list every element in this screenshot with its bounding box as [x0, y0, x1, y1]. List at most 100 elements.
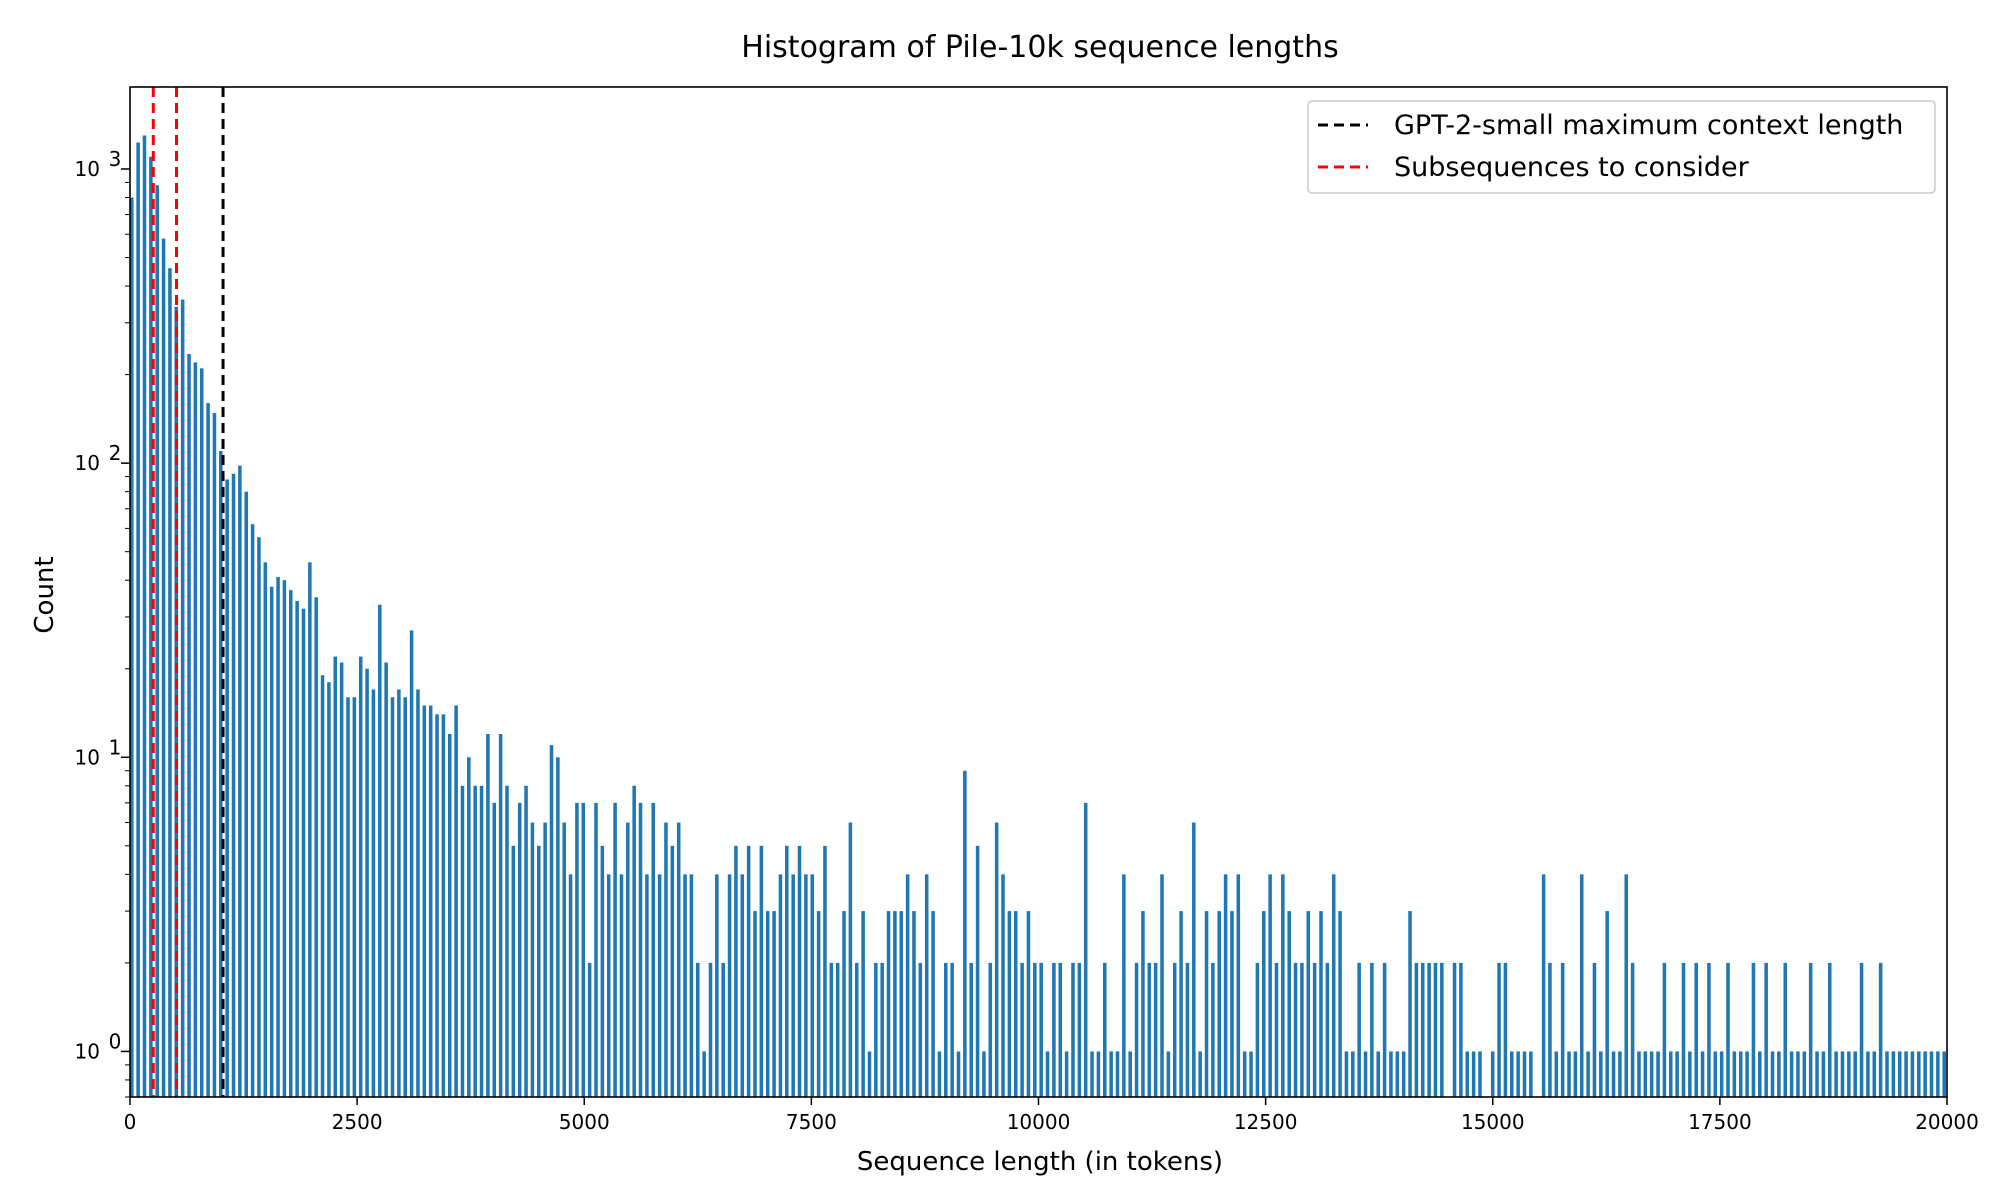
histogram-bar [924, 874, 929, 1097]
histogram-bar [1281, 874, 1285, 1097]
histogram-bar [765, 911, 770, 1097]
x-tick-label: 17500 [1688, 1110, 1752, 1134]
histogram-bar [1751, 962, 1756, 1097]
histogram-bar [511, 845, 516, 1097]
y-tick-exponent: 0 [109, 1029, 122, 1053]
histogram-bar [1064, 1051, 1069, 1097]
histogram-bar [1217, 911, 1222, 1097]
histogram-bar [1592, 962, 1597, 1097]
histogram-bar [1707, 962, 1711, 1097]
histogram-bar [606, 874, 611, 1097]
histogram-bar [1083, 802, 1088, 1097]
histogram-bar [263, 562, 268, 1097]
histogram-bar [467, 757, 471, 1097]
histogram-bar [1669, 1051, 1673, 1097]
y-tick-label: 10 [75, 745, 100, 769]
histogram-bar [1344, 1051, 1349, 1097]
histogram-bar [1408, 911, 1412, 1097]
histogram-bar [537, 845, 541, 1097]
histogram-bar [288, 590, 293, 1097]
histogram-bar [645, 874, 649, 1097]
histogram-bar [1255, 962, 1260, 1097]
histogram-bar [696, 962, 700, 1097]
histogram-bar [1605, 911, 1609, 1097]
histogram-bar [168, 268, 172, 1097]
histogram-bar [1420, 962, 1425, 1097]
histogram-bar [721, 962, 725, 1097]
histogram-bar [231, 473, 236, 1097]
histogram-bar [250, 524, 255, 1097]
histogram-bar [428, 705, 433, 1097]
histogram-bar [1579, 874, 1584, 1097]
histogram-bar [1325, 962, 1330, 1097]
x-tick-label: 20000 [1915, 1110, 1979, 1134]
y-tick-label: 10 [75, 1039, 100, 1063]
histogram-bar [1363, 1051, 1368, 1097]
histogram-bar [829, 962, 834, 1097]
histogram-bar [1808, 962, 1813, 1097]
histogram-bar [963, 770, 967, 1097]
y-axis-label: Count [30, 556, 60, 633]
histogram-bar [600, 845, 605, 1097]
histogram-bar [1878, 962, 1883, 1097]
histogram-bar [950, 962, 954, 1097]
histogram-bar [1058, 962, 1063, 1097]
histogram-bar [1045, 1051, 1050, 1097]
histogram-bar [1306, 911, 1311, 1097]
histogram-bar [1897, 1051, 1902, 1097]
histogram-bar [899, 911, 904, 1097]
x-tick-label: 15000 [1461, 1110, 1525, 1134]
histogram-bar [219, 450, 223, 1098]
histogram-bar [1211, 962, 1215, 1097]
histogram-bar [308, 562, 312, 1097]
histogram-bar [638, 802, 643, 1097]
histogram-bar [912, 911, 916, 1097]
histogram-bar [352, 697, 357, 1097]
histogram-bar [1490, 1051, 1495, 1097]
histogram-bar [835, 962, 840, 1097]
legend: GPT-2-small maximum context length Subseq… [1307, 100, 1936, 194]
histogram-bar [918, 962, 923, 1097]
histogram-bar [1510, 1051, 1514, 1097]
histogram-bar [1026, 911, 1031, 1097]
histogram-bar [1268, 874, 1272, 1097]
histogram-bar [1274, 962, 1279, 1097]
histogram-bar [403, 697, 407, 1097]
histogram-bar [594, 802, 598, 1097]
histogram-bar [384, 662, 388, 1097]
y-tick-exponent: 2 [109, 441, 122, 465]
y-tick-label: 10 [75, 451, 100, 475]
histogram-bar [149, 156, 153, 1097]
histogram-bar [1465, 1051, 1470, 1097]
histogram-bar [1001, 874, 1005, 1097]
plot-frame [129, 86, 1948, 1098]
histogram-bar [1033, 962, 1037, 1097]
histogram-bar [1675, 1051, 1679, 1097]
histogram-bar [1936, 1051, 1940, 1097]
histogram-bar [854, 962, 859, 1097]
histogram-bar [727, 874, 732, 1097]
histogram-bar [1166, 1051, 1171, 1097]
histogram-bar [371, 689, 376, 1097]
histogram-bar [1694, 962, 1698, 1097]
histogram-bar [486, 734, 490, 1097]
histogram-bar [543, 822, 547, 1097]
histogram-bar [1917, 1051, 1921, 1097]
reference-lines [151, 87, 225, 1097]
histogram-bar [1357, 962, 1361, 1097]
legend-entry-label: Subsequences to consider [1394, 152, 1750, 183]
histogram-bar [1827, 962, 1832, 1097]
histogram-bar [1109, 1051, 1113, 1097]
x-tick-label: 7500 [786, 1110, 837, 1134]
histogram-bar [1567, 1051, 1571, 1097]
histogram-bar [1395, 1051, 1400, 1097]
histogram-bar [1840, 1051, 1845, 1097]
histogram-bar [1433, 962, 1438, 1097]
x-tick-label: 12500 [1234, 1110, 1298, 1134]
histogram-bar [956, 1051, 961, 1097]
x-axis-label: Sequence length (in tokens) [857, 1147, 1223, 1177]
histogram-bar [295, 600, 299, 1097]
histogram-bar [1293, 962, 1298, 1097]
histogram-bar [982, 1051, 986, 1097]
